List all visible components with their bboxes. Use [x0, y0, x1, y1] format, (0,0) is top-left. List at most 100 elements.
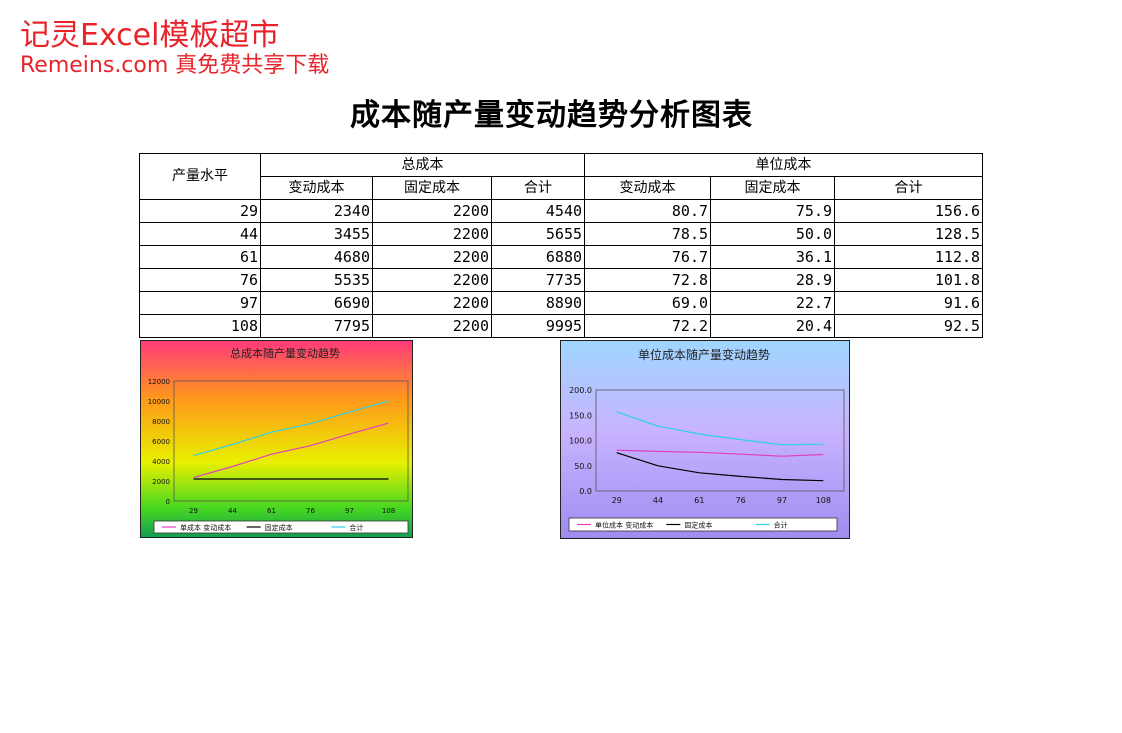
cell: 3455 [260, 222, 373, 246]
cell: 2200 [372, 199, 492, 223]
header-total-fixed: 固定成本 [372, 176, 492, 200]
cell: 61 [139, 245, 261, 269]
table-row: 29 2340 2200 4540 80.7 75.9 156.6 [139, 199, 984, 223]
y-tick-label: 200.0 [569, 386, 592, 395]
cell: 128.5 [834, 222, 984, 246]
cell: 72.2 [584, 314, 712, 338]
x-tick-label: 76 [306, 507, 315, 515]
cell: 2200 [372, 245, 492, 269]
header-total-cost: 总成本 [259, 153, 586, 177]
y-tick-label: 8000 [152, 418, 170, 426]
legend-label: 单成本 变动成本 [180, 523, 231, 532]
x-tick-label: 76 [736, 496, 746, 505]
table-row: 97 6690 2200 8890 69.0 22.7 91.6 [139, 291, 984, 315]
cell: 69.0 [584, 291, 712, 315]
cell: 75.9 [710, 199, 836, 223]
cell: 156.6 [834, 199, 984, 223]
cell: 44 [139, 222, 261, 246]
table-row: 61 4680 2200 6880 76.7 36.1 112.8 [139, 245, 984, 269]
series-line-0 [616, 449, 824, 457]
cell: 80.7 [584, 199, 712, 223]
cell: 2200 [372, 291, 492, 315]
unit-cost-chart-svg: 单位成本随产量变动趋势 0.0 50.0 100.0 150.0 200.0 29 44 61… [561, 341, 849, 538]
cell: 6880 [490, 245, 586, 269]
series-line-2 [616, 411, 824, 446]
table-row: 108 7795 2200 9995 72.2 20.4 92.5 [139, 314, 984, 338]
cell: 78.5 [584, 222, 712, 246]
cell: 92.5 [834, 314, 984, 338]
legend-label: 固定成本 [265, 523, 293, 532]
table-row: 44 3455 2200 5655 78.5 50.0 128.5 [139, 222, 984, 246]
cell: 4540 [490, 199, 586, 223]
chart-title: 总成本随产量变动趋势 [230, 346, 340, 360]
x-tick-label: 97 [345, 507, 354, 515]
header-total-sum: 合计 [490, 176, 586, 200]
legend [568, 517, 838, 532]
cell: 50.0 [710, 222, 836, 246]
y-tick-label: 150.0 [569, 411, 592, 420]
legend-label: 合计 [774, 521, 788, 530]
x-tick-label: 44 [228, 507, 237, 515]
x-tick-label: 29 [189, 507, 198, 515]
watermark-line2: Remeins.com 真免费共享下载 [20, 53, 330, 78]
cell: 22.7 [710, 291, 836, 315]
x-tick-label: 108 [382, 507, 395, 515]
cell: 9995 [490, 314, 586, 338]
x-tick-label: 44 [653, 496, 663, 505]
chart-title: 单位成本随产量变动趋势 [638, 347, 770, 362]
y-tick-label: 50.0 [574, 462, 592, 471]
table-row: 76 5535 2200 7735 72.8 28.9 101.8 [139, 268, 984, 292]
table-header-row-2: 变动成本 固定成本 合计 变动成本 固定成本 合计 [140, 176, 984, 200]
x-tick-label: 29 [612, 496, 622, 505]
cell: 2200 [372, 268, 492, 292]
series-line-1 [616, 452, 824, 482]
header-output-level: 产量水平 [139, 153, 261, 200]
cell: 112.8 [834, 245, 984, 269]
cell: 97 [139, 291, 261, 315]
legend-label: 单位成本 变动成本 [595, 521, 653, 530]
cell: 5655 [490, 222, 586, 246]
cell: 91.6 [834, 291, 984, 315]
x-tick-label: 61 [267, 507, 276, 515]
cell: 29 [139, 199, 261, 223]
header-unit-variable: 变动成本 [584, 176, 712, 200]
total-cost-chart-svg: 总成本随产量变动趋势 0 2000 4000 6000 8000 10000 12000 29… [141, 341, 412, 537]
cell: 7735 [490, 268, 586, 292]
y-tick-label: 10000 [148, 398, 170, 406]
cell: 20.4 [710, 314, 836, 338]
cell: 2200 [372, 222, 492, 246]
y-tick-label: 100.0 [569, 437, 592, 446]
cell: 7795 [260, 314, 373, 338]
header-total-variable: 变动成本 [260, 176, 373, 200]
plot-area [173, 380, 409, 502]
total-cost-chart: 总成本随产量变动趋势 0 2000 4000 6000 8000 10000 12000 29… [140, 340, 413, 538]
cell: 4680 [260, 245, 373, 269]
unit-cost-chart: 单位成本随产量变动趋势 0.0 50.0 100.0 150.0 200.0 29 44 61… [560, 340, 850, 539]
cell: 8890 [490, 291, 586, 315]
header-unit-cost: 单位成本 [584, 153, 984, 177]
x-tick-label: 97 [777, 496, 787, 505]
legend-label: 固定成本 [684, 521, 712, 530]
y-tick-label: 2000 [152, 478, 170, 486]
x-tick-label: 108 [816, 496, 831, 505]
cell: 72.8 [584, 268, 712, 292]
cell: 36.1 [710, 245, 836, 269]
legend-label: 合计 [349, 523, 363, 532]
page-title: 成本随产量变动趋势分析图表 [350, 98, 753, 133]
cell: 2340 [260, 199, 373, 223]
table-header-row-1: 产量水平 总成本 单位成本 [139, 153, 984, 200]
cell: 5535 [260, 268, 373, 292]
y-tick-label: 12000 [148, 378, 170, 386]
series-line-0 [193, 422, 389, 479]
cell: 2200 [372, 314, 492, 338]
header-unit-sum: 合计 [834, 176, 984, 200]
series-line-2 [193, 400, 389, 457]
cell: 101.8 [834, 268, 984, 292]
y-tick-label: 0 [166, 498, 170, 506]
cell: 6690 [260, 291, 373, 315]
cell: 76.7 [584, 245, 712, 269]
cell: 76 [139, 268, 261, 292]
y-tick-label: 4000 [152, 458, 170, 466]
legend [153, 520, 409, 534]
watermark-line1: 记灵Excel模板超市 [20, 18, 280, 53]
